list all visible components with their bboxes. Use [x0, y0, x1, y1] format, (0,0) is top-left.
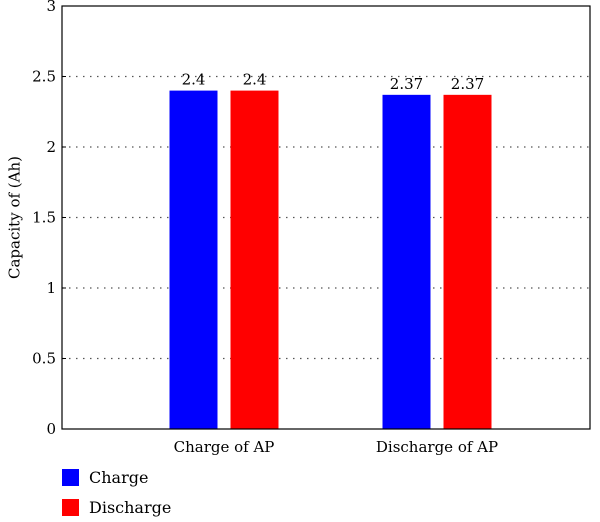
y-tick-label: 3	[46, 0, 56, 15]
x-tick-label: Charge of AP	[174, 438, 275, 456]
bar-charge-1	[169, 90, 218, 429]
legend-swatch-discharge	[62, 498, 79, 516]
y-tick-label: 0	[46, 420, 56, 438]
y-tick-label: 1.5	[32, 209, 56, 227]
legend-label-discharge: Discharge	[89, 497, 172, 517]
x-axis-ticks: Charge of AP Discharge of AP	[174, 438, 499, 456]
y-tick-label: 0.5	[32, 350, 56, 368]
y-tick-label: 2.5	[32, 68, 56, 86]
legend-item-charge: Charge	[62, 462, 171, 492]
bar-discharge-2	[443, 94, 492, 429]
legend-label-charge: Charge	[89, 467, 149, 487]
legend-swatch-charge	[62, 468, 79, 486]
data-label: 2.4	[243, 71, 267, 89]
data-label: 2.37	[451, 75, 484, 93]
data-label: 2.4	[182, 71, 206, 89]
data-labels: 2.4 2.4 2.37 2.37	[182, 71, 485, 93]
bars	[169, 90, 492, 429]
legend-item-discharge: Discharge	[62, 492, 171, 522]
x-tick-label: Discharge of AP	[376, 438, 498, 456]
data-label: 2.37	[390, 75, 423, 93]
y-tick-label: 1	[46, 279, 56, 297]
grid-lines	[62, 75, 590, 360]
y-tick-label: 2	[46, 138, 56, 156]
legend: Charge Discharge	[62, 462, 171, 522]
bar-charge-2	[382, 94, 431, 429]
y-axis-ticks: 0 0.5 1 1.5 2 2.5 3	[32, 0, 66, 438]
y-axis-label: Capacity of (Ah)	[5, 156, 23, 279]
bar-discharge-1	[230, 90, 279, 429]
